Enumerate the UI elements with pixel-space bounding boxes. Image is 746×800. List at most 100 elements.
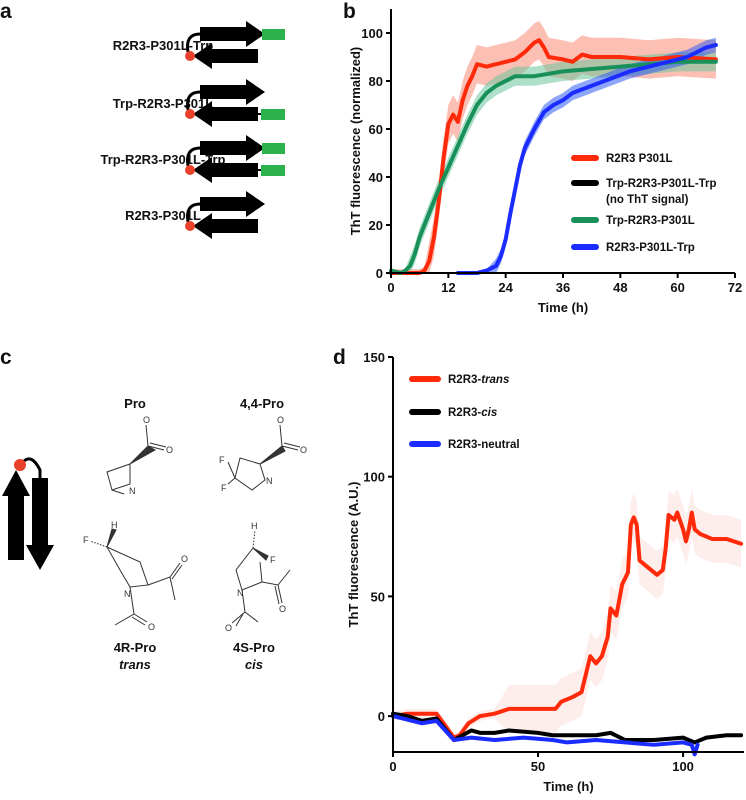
turn-dot: [185, 51, 195, 61]
x-axis-label: Time (h): [543, 779, 593, 794]
y-tick-label: 0: [376, 266, 383, 281]
svg-text:H: H: [111, 520, 118, 530]
legend-label: Trp-R2R3-P301L-Trp: [606, 178, 717, 190]
legend-item-2: Trp-R2R3-P301L: [571, 215, 695, 227]
y-tick-label: 50: [371, 589, 385, 604]
svg-text:O: O: [300, 445, 307, 455]
strand-forward-arrow: [200, 191, 265, 217]
series-line-3: [455, 43, 718, 275]
panel-label-c: c: [0, 346, 12, 369]
molecule-label-4s-pro: 4S-Pro: [233, 640, 275, 655]
trp-tag-bottom: [261, 109, 285, 120]
strand-forward-arrow: [200, 135, 265, 161]
svg-text:O: O: [166, 445, 173, 455]
chart-b: 0 12 24 36 48 60 72 0 20 40 60 80 100 Time (h) ThT flu…: [348, 9, 742, 315]
y-tick-label: 100: [361, 26, 383, 41]
molecule-pro: O O N: [106, 415, 173, 496]
panel-label-a: a: [0, 0, 12, 23]
svg-text:N: N: [124, 589, 131, 599]
series-line-0: [389, 38, 718, 275]
strand-forward-arrow: [200, 79, 265, 105]
x-tick-label: 36: [556, 280, 570, 295]
error-band-2: [391, 52, 716, 274]
construct-label: Trp-R2R3-P301L-Trp: [101, 152, 226, 167]
molecule-label-44-pro: 4,4-Pro: [240, 396, 284, 411]
construct-label: Trp-R2R3-P301L: [113, 96, 213, 111]
trp-linker: [256, 169, 262, 171]
legend-item-0: R2R3 P301L: [571, 153, 672, 165]
x-tick-label: 12: [441, 280, 455, 295]
svg-text:O: O: [143, 415, 150, 425]
legend-item-1: R2R3-cis: [409, 407, 497, 419]
legend-sublabel: (no ThT signal): [606, 194, 689, 206]
y-tick-label: 100: [363, 470, 385, 485]
molecule-4s-pro: H F N O O: [225, 521, 291, 633]
series-line-2: [391, 714, 700, 757]
x-tick-label: 0: [387, 280, 394, 295]
turn-dot: [185, 165, 195, 175]
svg-text:O: O: [225, 623, 232, 633]
molecule-44-pro: O O N F F: [219, 415, 307, 493]
turn-loop: [186, 146, 201, 167]
turn-loop: [186, 90, 201, 111]
error-band-0: [393, 488, 742, 743]
construct-label: R2R3-P301L-Trp: [113, 38, 213, 53]
svg-text:N: N: [129, 486, 136, 496]
turn-loop: [186, 32, 201, 53]
x-tick-label: 48: [613, 280, 627, 295]
panel-label-d: d: [333, 346, 346, 369]
construct-2: Trp-R2R3-P301L: [113, 79, 285, 127]
legend-item-0: R2R3-trans: [409, 374, 509, 386]
svg-text:O: O: [279, 604, 286, 614]
y-axis-label: ThT fluorescence (A.U.): [346, 482, 361, 628]
construct-label: R2R3-P301L: [125, 208, 201, 223]
y-tick-label: 80: [369, 74, 383, 89]
svg-text:N: N: [237, 588, 244, 598]
panel-a-constructs: R2R3-P301L-Trp Trp-R2R3-P301L Trp-R2R3-P30…: [101, 21, 285, 239]
svg-text:H: H: [251, 521, 258, 531]
strand-forward-arrow: [200, 21, 265, 47]
panel-label-b: b: [343, 0, 356, 23]
molecule-sub-cis: cis: [245, 657, 263, 672]
x-tick-label: 60: [670, 280, 684, 295]
y-tick-label: 40: [369, 170, 383, 185]
legend-label: Trp-R2R3-P301L: [606, 215, 695, 227]
trp-tag-top: [262, 29, 285, 40]
y-tick-label: 20: [369, 218, 383, 233]
legend-item-2: R2R3-neutral: [409, 439, 520, 451]
strand-down-arrow: [26, 478, 54, 570]
x-tick-label: 100: [672, 759, 694, 774]
x-axis-label: Time (h): [538, 300, 588, 315]
panel-c-molecules: Pro 4,4-Pro O O N O O N F F: [83, 396, 307, 672]
y-tick-label: 150: [363, 350, 385, 365]
y-tick-label: 60: [369, 122, 383, 137]
turn-loop: [186, 202, 201, 223]
x-tick-label: 72: [728, 280, 742, 295]
legend-label-italic: trans: [481, 374, 509, 386]
turn-dot: [185, 221, 195, 231]
svg-text:O: O: [277, 415, 284, 425]
svg-text:F: F: [221, 483, 227, 493]
molecule-label-pro: Pro: [124, 396, 146, 411]
trp-tag-top: [262, 143, 285, 154]
trp-linker: [256, 113, 262, 115]
svg-text:F: F: [219, 455, 225, 465]
svg-text:N: N: [266, 476, 273, 486]
panel-c-hairpin: [2, 457, 54, 570]
molecule-label-4r-pro: 4R-Pro: [114, 640, 157, 655]
legend-label-italic: cis: [481, 407, 497, 419]
legend-label: R2R3-cis: [448, 407, 497, 419]
series-line-2: [389, 59, 718, 275]
construct-1: R2R3-P301L-Trp: [113, 21, 285, 69]
legend-label: R2R3-trans: [448, 374, 509, 386]
legend-label: R2R3 P301L: [606, 153, 672, 165]
legend-item-3: R2R3-P301L-Trp: [571, 242, 695, 254]
strand-up-arrow: [2, 470, 30, 560]
svg-text:O: O: [148, 622, 155, 632]
y-tick-label: 0: [378, 709, 385, 724]
molecule-sub-trans: trans: [119, 657, 151, 672]
x-tick-label: 0: [389, 759, 396, 774]
strand-reverse-arrow: [193, 213, 258, 239]
strand-reverse-arrow: [193, 43, 258, 69]
